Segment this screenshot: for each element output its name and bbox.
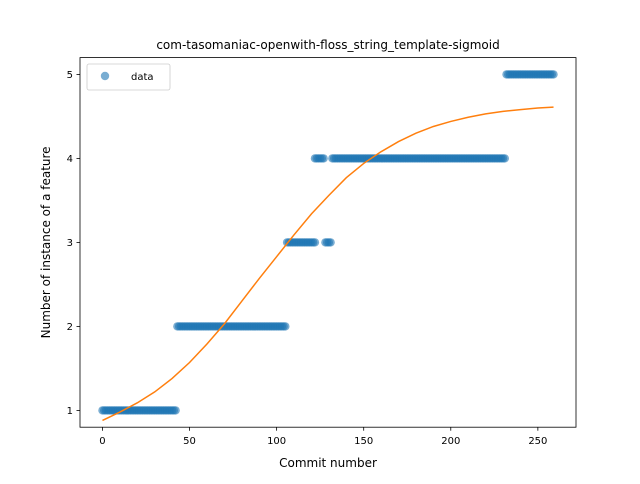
x-tick-label: 100	[267, 436, 286, 447]
data-point	[310, 238, 320, 247]
y-tick-label: 4	[67, 154, 73, 165]
data-point	[549, 70, 558, 79]
y-tick-label: 3	[67, 238, 73, 249]
x-tick-label: 250	[528, 436, 547, 447]
legend-box	[86, 63, 171, 91]
plot-marks	[98, 70, 558, 422]
y-axis-label: Number of instance of a feature	[39, 146, 53, 338]
data-point	[171, 406, 180, 415]
y-tick-label: 1	[67, 406, 73, 417]
legend: data	[86, 63, 171, 91]
data-point	[319, 154, 328, 163]
x-tick-label: 50	[183, 436, 196, 447]
x-tick-label: 0	[99, 436, 105, 447]
legend-marker-data	[100, 71, 110, 81]
x-tick-label: 150	[354, 436, 373, 447]
sigmoid-fit-line	[102, 106, 554, 422]
data-points	[98, 70, 558, 415]
legend-label-data: data	[131, 72, 154, 83]
data-point	[500, 154, 509, 163]
x-axis: 0 50 100 150 200 250	[99, 427, 547, 447]
y-axis: 1 2 3 4 5	[67, 70, 80, 417]
y-tick-label: 2	[67, 322, 73, 333]
x-tick-label: 200	[441, 436, 460, 447]
chart-title: com-tasomaniac-openwith-floss_string_tem…	[156, 38, 499, 52]
data-point	[281, 322, 290, 331]
x-axis-label: Commit number	[279, 456, 377, 470]
data-point	[326, 238, 335, 247]
y-tick-label: 5	[67, 70, 73, 81]
